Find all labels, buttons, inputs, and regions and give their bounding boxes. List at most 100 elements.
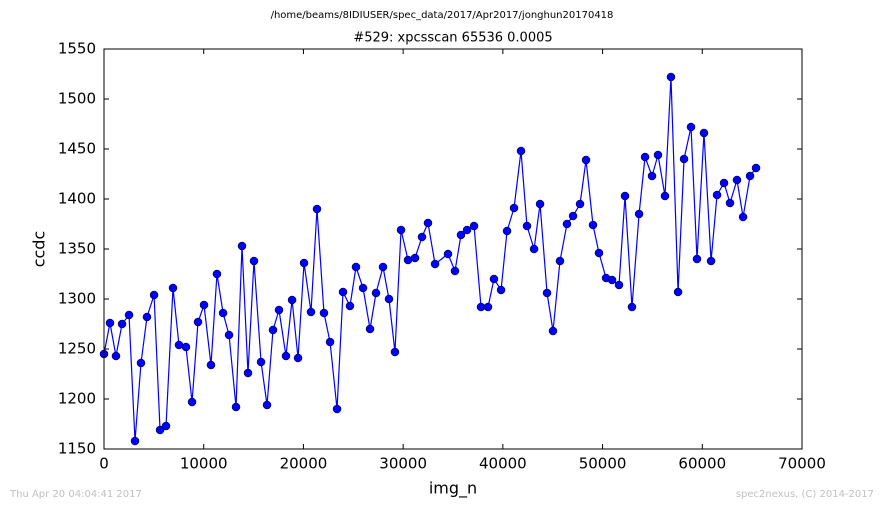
point [262, 400, 272, 410]
x-axis-label: img_n [429, 479, 477, 499]
point [130, 436, 140, 446]
point [535, 199, 545, 209]
point [516, 146, 526, 156]
point [738, 212, 748, 222]
point [699, 128, 709, 138]
point [634, 209, 644, 219]
point [371, 288, 381, 298]
point [237, 241, 247, 251]
x-tick-label: 60000 [678, 455, 726, 473]
point [161, 421, 171, 431]
point [403, 255, 413, 265]
point [496, 285, 506, 295]
point [509, 203, 519, 213]
point [745, 171, 755, 181]
point [489, 274, 499, 284]
point [256, 357, 266, 367]
point [423, 218, 433, 228]
point [620, 191, 630, 201]
point [117, 319, 127, 329]
suptitle: /home/beams/8IDIUSER/spec_data/2017/Apr2… [271, 10, 614, 21]
point [456, 230, 466, 240]
point [430, 259, 440, 269]
point [575, 199, 585, 209]
x-tick-label: 30000 [379, 455, 427, 473]
y-tick-label: 1550 [58, 40, 96, 58]
footer-left: Thu Apr 20 04:04:41 2017 [9, 489, 142, 500]
point [105, 318, 115, 328]
point [124, 310, 134, 320]
point [193, 317, 203, 327]
point [712, 190, 722, 200]
point [390, 347, 400, 357]
point [653, 150, 663, 160]
x-tick-label: 0 [99, 455, 109, 473]
point [555, 256, 565, 266]
point [732, 175, 742, 185]
point [483, 302, 493, 312]
point [325, 337, 335, 347]
point [136, 358, 146, 368]
point [562, 219, 572, 229]
point [312, 204, 322, 214]
point [249, 256, 259, 266]
point [299, 258, 309, 268]
point [384, 294, 394, 304]
point [319, 308, 329, 318]
point [627, 302, 637, 312]
point [365, 324, 375, 334]
point [647, 171, 657, 181]
point [142, 312, 152, 322]
point [268, 325, 278, 335]
point [306, 307, 316, 317]
point [607, 275, 617, 285]
footer-right: spec2nexus, (C) 2014-2017 [736, 489, 874, 500]
y-axis-label: ccdc [30, 231, 49, 268]
point [410, 253, 420, 263]
point [725, 198, 735, 208]
point [281, 351, 291, 361]
point [706, 256, 716, 266]
point [614, 280, 624, 290]
point [462, 225, 472, 235]
point [149, 290, 159, 300]
point [378, 262, 388, 272]
point [588, 220, 598, 230]
point [168, 283, 178, 293]
y-tick-label: 1250 [58, 340, 96, 358]
point [187, 397, 197, 407]
point [522, 221, 532, 231]
plot-frame [103, 48, 803, 450]
y-tick-label: 1200 [58, 390, 96, 408]
point [594, 248, 604, 258]
y-tick-label: 1450 [58, 140, 96, 158]
point [692, 254, 702, 264]
point [640, 152, 650, 162]
x-tick-label: 40000 [479, 455, 527, 473]
point [396, 225, 406, 235]
point [673, 287, 683, 297]
point [287, 295, 297, 305]
point [293, 353, 303, 363]
point [351, 262, 361, 272]
point [450, 266, 460, 276]
point [181, 342, 191, 352]
point [542, 288, 552, 298]
point [155, 425, 165, 435]
point [660, 191, 670, 201]
point [548, 326, 558, 336]
point [338, 287, 348, 297]
point [206, 360, 216, 370]
y-tick-label: 1500 [58, 90, 96, 108]
point [174, 340, 184, 350]
point [345, 301, 355, 311]
y-tick-label: 1400 [58, 190, 96, 208]
x-tick-label: 70000 [778, 455, 826, 473]
point [224, 330, 234, 340]
point [111, 351, 121, 361]
point [274, 305, 284, 315]
point [243, 368, 253, 378]
y-tick-label: 1300 [58, 290, 96, 308]
point [568, 211, 578, 221]
